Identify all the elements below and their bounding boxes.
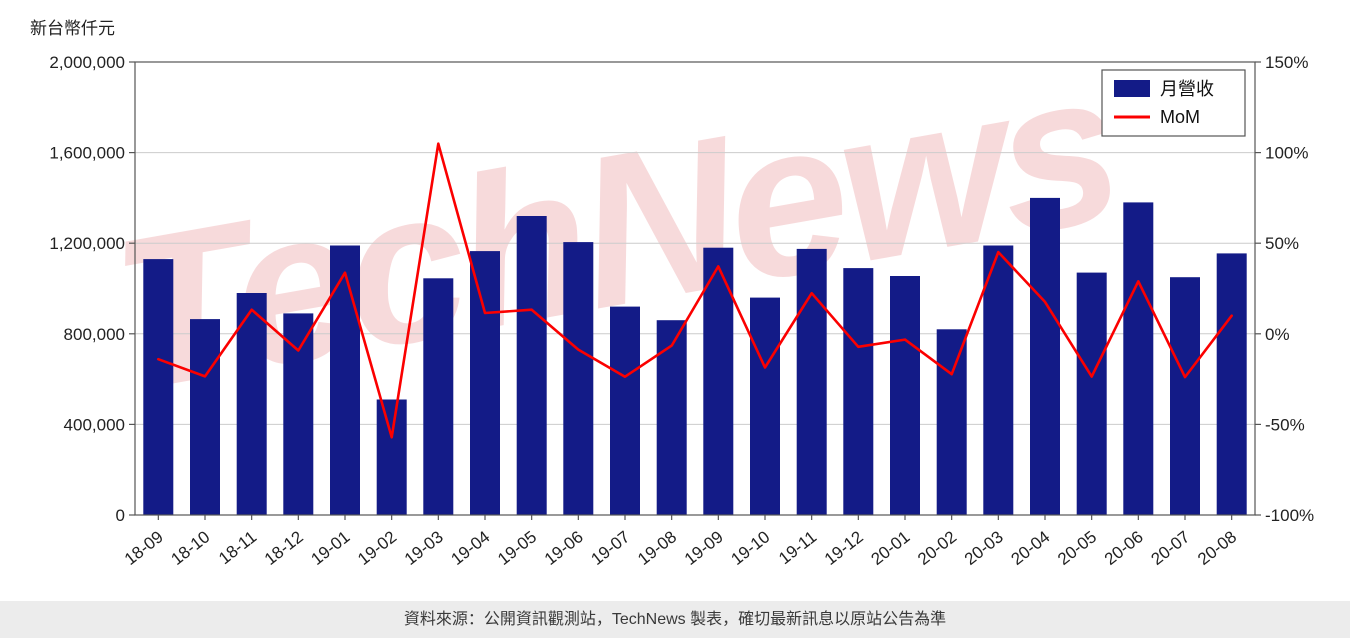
- right-tick-label: 100%: [1265, 144, 1308, 163]
- x-tick-label: 19-12: [821, 527, 867, 569]
- bar-19-04: [470, 251, 500, 515]
- right-tick-label: 50%: [1265, 234, 1299, 253]
- x-tick-label: 20-06: [1101, 527, 1147, 569]
- bar-20-05: [1076, 272, 1107, 515]
- x-tick-label: 19-09: [681, 527, 727, 569]
- x-tick-label: 19-07: [587, 527, 633, 569]
- bar-18-09: [143, 259, 174, 515]
- bar-19-03: [423, 278, 454, 515]
- legend-line-label: MoM: [1160, 107, 1200, 127]
- bar-19-10: [750, 297, 780, 515]
- x-tick-label: 19-04: [447, 527, 493, 569]
- x-tick-label: 19-01: [307, 527, 353, 569]
- left-tick-label: 1,200,000: [49, 234, 125, 253]
- left-tick-label: 0: [116, 506, 125, 525]
- legend-bar-label: 月營收: [1160, 79, 1214, 99]
- x-tick-label: 18-11: [215, 527, 260, 568]
- source-footer: 資料來源：公開資訊觀測站，TechNews 製表，確切最新訊息以原站公告為準: [0, 601, 1350, 638]
- bar-19-01: [330, 245, 360, 515]
- bar-19-09: [703, 247, 734, 515]
- revenue-mom-chart: 0 400,000 800,000 1,200,000 1,600,000 2,000,0…: [49, 53, 1314, 569]
- bar-20-02: [936, 329, 967, 515]
- x-tick-label: 20-04: [1007, 527, 1053, 569]
- bar-19-06: [563, 242, 594, 515]
- x-tick-label: 20-07: [1147, 527, 1193, 569]
- x-tick-label: 18-09: [121, 527, 167, 569]
- left-tick-label: 800,000: [64, 325, 125, 344]
- left-tick-label: 1,600,000: [49, 144, 125, 163]
- right-tick-label: -100%: [1265, 506, 1314, 525]
- bar-20-07: [1170, 277, 1200, 515]
- bar-20-01: [890, 276, 920, 515]
- bar-19-07: [610, 306, 640, 515]
- x-tick-label: 20-02: [914, 527, 960, 569]
- left-axis-title: 新台幣仟元: [30, 19, 115, 38]
- x-tick-label: 18-10: [167, 527, 213, 569]
- x-tick-label: 20-08: [1194, 527, 1240, 569]
- bar-18-12: [283, 313, 314, 515]
- bar-20-04: [1030, 197, 1060, 515]
- legend-bar-swatch: [1114, 80, 1150, 97]
- bar-20-03: [983, 245, 1014, 515]
- bar-18-10: [190, 319, 220, 515]
- x-tick-label: 19-03: [401, 527, 447, 569]
- x-tick-label: 19-05: [494, 527, 540, 569]
- legend: 月營收 MoM: [1101, 69, 1246, 137]
- x-tick-label: 19-02: [354, 527, 400, 569]
- mom-line: [157, 142, 1233, 439]
- bar-19-02: [376, 399, 407, 515]
- x-tick-label: 20-03: [961, 527, 1007, 569]
- x-tick-label: 19-10: [727, 527, 773, 569]
- right-tick-label: 0%: [1265, 325, 1290, 344]
- x-tick-label: 20-01: [867, 527, 913, 569]
- plot-border: [134, 61, 1256, 516]
- left-tick-label: 2,000,000: [49, 53, 125, 72]
- bar-20-08: [1216, 253, 1247, 515]
- x-tick-label: 20-05: [1054, 527, 1100, 569]
- left-tick-label: 400,000: [64, 415, 125, 434]
- bar-18-11: [236, 293, 267, 515]
- right-tick-label: 150%: [1265, 53, 1308, 72]
- bar-19-11: [796, 248, 827, 515]
- right-tick-label: -50%: [1265, 415, 1305, 434]
- x-tick-label: 19-08: [634, 527, 680, 569]
- bar-20-06: [1123, 202, 1154, 515]
- bar-19-08: [656, 320, 687, 515]
- bar-19-05: [516, 216, 547, 515]
- x-tick-label: 18-12: [261, 527, 307, 569]
- x-tick-label: 19-06: [541, 527, 587, 569]
- x-tick-label: 19-11: [775, 527, 820, 568]
- bar-19-12: [843, 268, 874, 515]
